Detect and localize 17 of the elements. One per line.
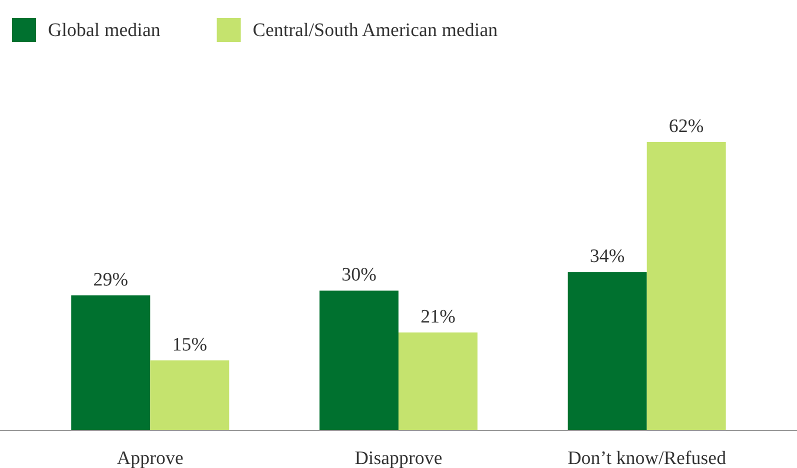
- legend-label: Global median: [48, 20, 161, 41]
- x-tick-label: Disapprove: [354, 448, 442, 468]
- bar: [568, 272, 647, 430]
- bar: [646, 142, 726, 430]
- bar: [150, 360, 230, 430]
- x-tick-label: Approve: [116, 448, 184, 468]
- data-label: 21%: [420, 306, 456, 328]
- data-label: 29%: [93, 269, 128, 290]
- data-label: 30%: [342, 264, 377, 286]
- data-label: 62%: [668, 116, 704, 137]
- bar: [398, 332, 478, 430]
- data-label: 34%: [590, 246, 625, 268]
- bar: [320, 290, 398, 430]
- data-label: 15%: [172, 334, 208, 356]
- x-tick-label: Don’t know/Refused: [568, 448, 727, 468]
- bar: [71, 295, 150, 430]
- legend-label: Central/South American median: [252, 20, 498, 41]
